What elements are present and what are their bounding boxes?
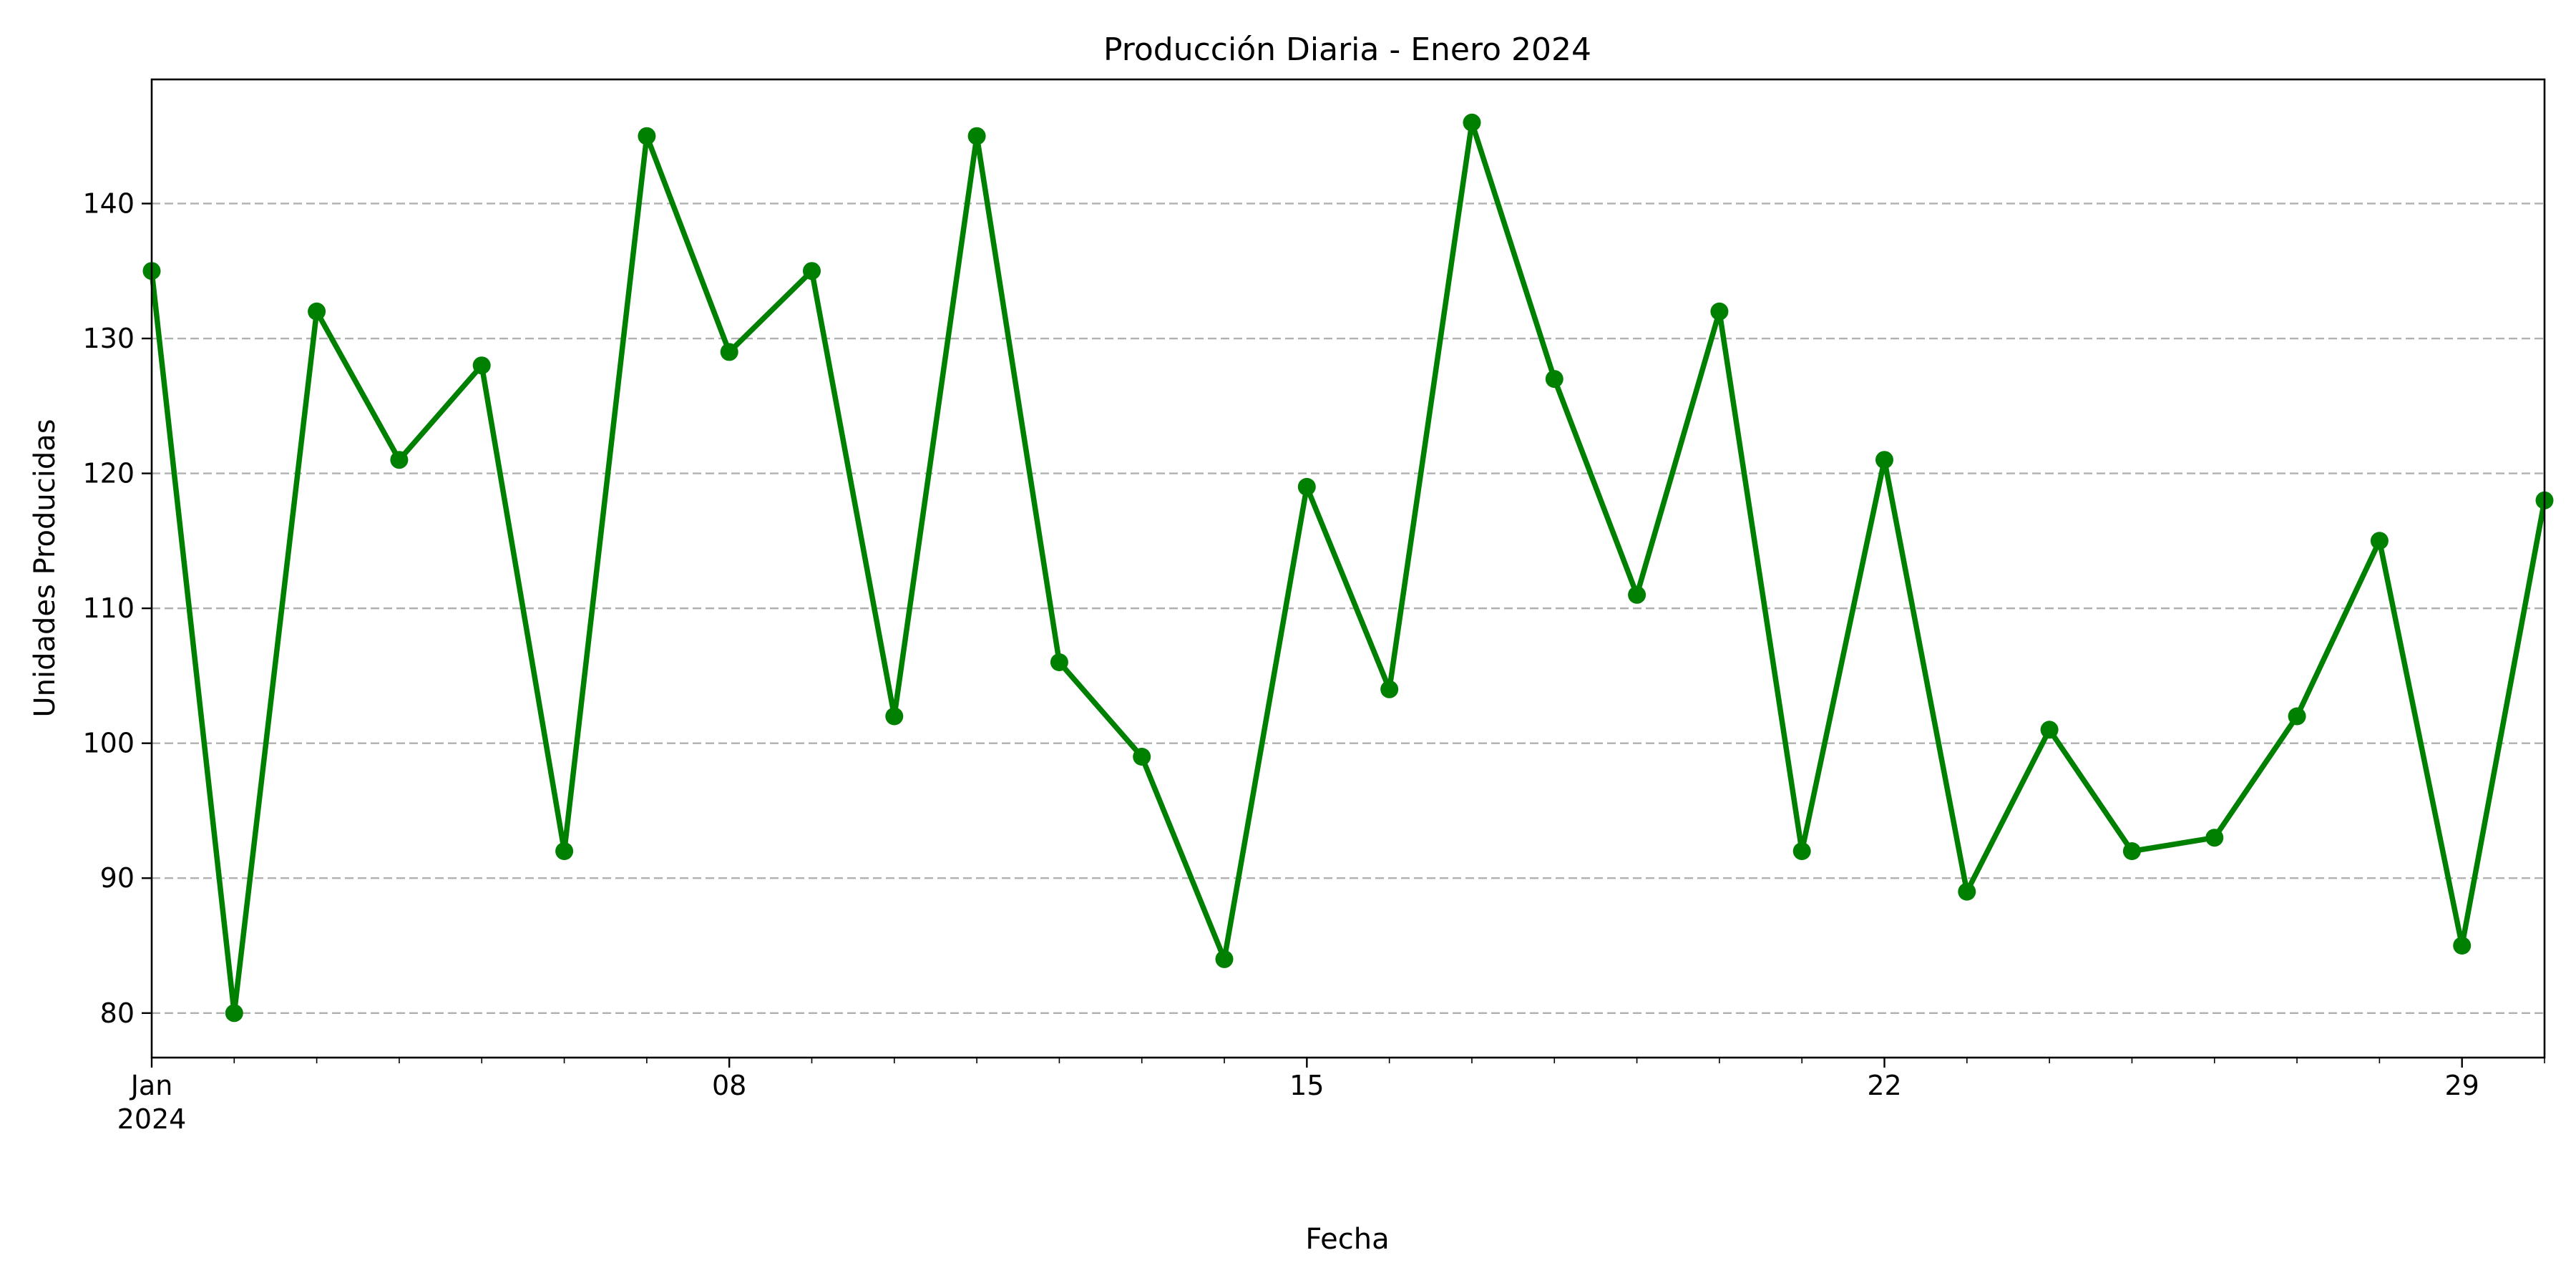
data-point (1628, 585, 1646, 604)
data-point (1297, 477, 1316, 496)
data-point (2453, 937, 2472, 955)
data-point (1792, 842, 1811, 860)
x-tick-label: Jan (130, 1070, 173, 1101)
y-tick-label: 130 (82, 323, 135, 354)
data-point (2040, 721, 2059, 739)
y-tick-label: 140 (82, 187, 135, 219)
y-tick-label: 80 (100, 997, 135, 1029)
data-point (967, 127, 986, 145)
x-tick-label: 15 (1289, 1070, 1324, 1101)
y-tick-label: 110 (82, 592, 135, 624)
data-point (2288, 707, 2306, 726)
x-tick-label: 08 (712, 1070, 746, 1101)
data-point (885, 707, 904, 726)
x-tick-label: 29 (2445, 1070, 2479, 1101)
data-point (472, 356, 491, 375)
data-point (225, 1004, 243, 1023)
data-point (1875, 451, 1893, 469)
data-point (308, 302, 326, 321)
y-tick-label: 120 (82, 458, 135, 489)
y-axis-ticks: 80 90 100 110 120 130 140 (82, 187, 152, 1029)
data-point (720, 343, 738, 361)
data-point (803, 262, 821, 280)
data-point (1545, 370, 1563, 389)
x-tick-label: 22 (1867, 1070, 1901, 1101)
data-point (555, 842, 574, 860)
data-point (2205, 829, 2224, 847)
data-point (1215, 950, 1234, 968)
series-production (142, 113, 2554, 1023)
data-point (390, 451, 409, 469)
plot-frame (150, 78, 2546, 1059)
y-tick-label: 90 (100, 862, 135, 894)
y-gridlines (152, 203, 2545, 1014)
data-point (1710, 302, 1729, 321)
x-axis-label: Fecha (1305, 1223, 1389, 1256)
data-point (1133, 748, 1151, 766)
data-point (638, 127, 656, 145)
data-point (2122, 842, 2141, 860)
data-point (1463, 113, 1481, 132)
chart-title: Producción Diaria - Enero 2024 (1103, 31, 1591, 68)
x-tick-sublabel: 2024 (117, 1103, 187, 1135)
data-point (1050, 653, 1068, 671)
data-point (1958, 882, 1976, 901)
data-point (1380, 680, 1399, 698)
series-line (149, 119, 2547, 1016)
y-axis-label: Unidades Producidas (29, 419, 62, 717)
y-tick-label: 100 (82, 728, 135, 759)
data-point (2370, 532, 2389, 550)
